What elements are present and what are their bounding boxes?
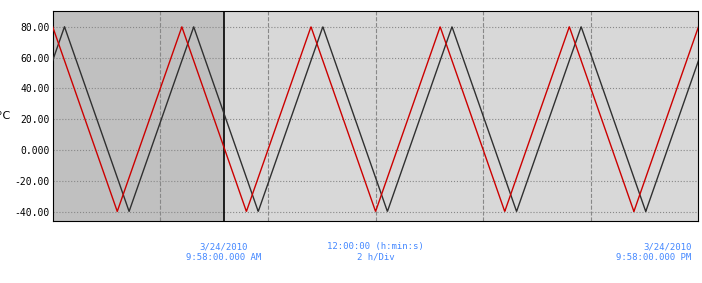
- Text: 3/24/2010
9:58:00.000 PM: 3/24/2010 9:58:00.000 PM: [616, 242, 691, 261]
- Text: 12:00:00 (h:min:s)
2 h/Div: 12:00:00 (h:min:s) 2 h/Div: [327, 242, 424, 261]
- Y-axis label: °C: °C: [0, 111, 10, 121]
- Text: 3/24/2010
9:58:00.000 AM: 3/24/2010 9:58:00.000 AM: [186, 242, 261, 261]
- Bar: [53, 11, 224, 221]
